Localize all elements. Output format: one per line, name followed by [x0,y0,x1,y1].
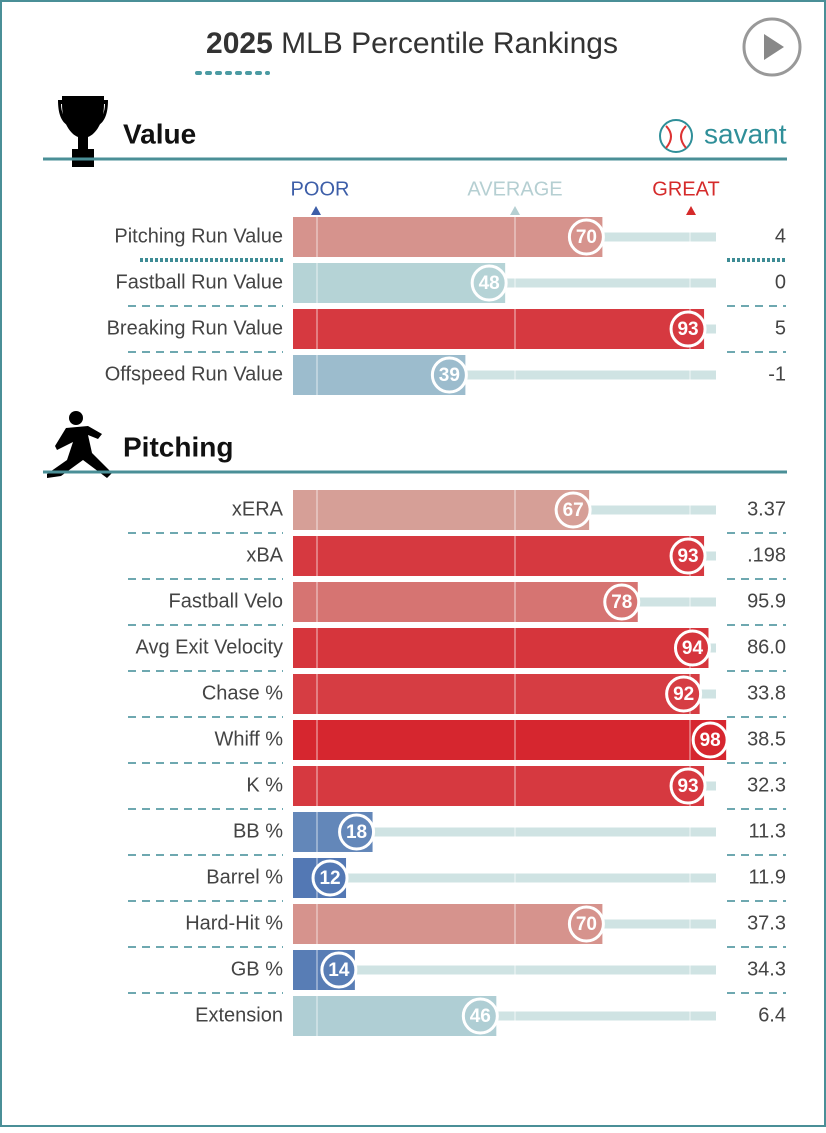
percentile-badge [673,629,711,667]
stat-value: 0 [775,271,786,293]
percentile-badge [665,675,703,713]
pitcher-body [47,426,112,478]
percentile-badge [311,859,349,897]
percentile-value: 93 [677,319,698,340]
percentile-badge [691,721,729,759]
legend-great-arrow [686,206,696,215]
savant-logo: savant [659,118,787,153]
percentile-bar [293,536,705,576]
metric-label: xBA [246,544,283,566]
metric-label: Fastball Run Value [116,271,284,293]
percentile-value: 93 [677,546,698,567]
percentile-value: 70 [576,227,597,248]
metric-label: GB % [231,958,283,980]
metric-label: Breaking Run Value [107,317,283,339]
metric-label: xERA [232,498,284,520]
percentile-badge [603,583,641,621]
percentile-badge [430,356,468,394]
stat-value: 95.9 [747,590,786,612]
section-title: Pitching [123,431,233,462]
stat-value: .198 [747,544,786,566]
percentile-badge [470,264,508,302]
metric-label: BB % [233,820,283,842]
percentile-bar [293,674,700,714]
stat-value: 37.3 [747,912,786,934]
percentile-value: 46 [470,1006,491,1027]
percentile-value: 70 [576,914,597,935]
stat-value: 11.3 [749,820,786,842]
title-year: 2025 [206,27,273,60]
percentile-value: 92 [673,684,694,705]
title-text: MLB Percentile Rankings [281,27,618,60]
stat-value: 86.0 [747,636,786,658]
metric-label: K % [246,774,283,796]
percentile-value: 12 [319,868,340,889]
legend-average: AVERAGE [467,178,562,200]
percentile-bar [293,766,705,806]
percentile-value: 94 [682,638,704,659]
percentile-value: 98 [700,730,721,751]
percentile-badge [669,537,707,575]
percentile-bar [293,904,603,944]
percentile-value: 39 [439,365,460,386]
percentile-bar [293,217,603,257]
trophy-cup [62,96,104,149]
percentile-value: 48 [479,273,500,294]
section-title: Value [123,118,196,149]
percentile-bar [293,582,638,622]
percentile-badge [554,491,592,529]
logo-seams [665,125,687,149]
page-title: 2025 MLB Percentile Rankings [206,27,618,60]
legend-poor: POOR [291,178,350,200]
stat-value: 6.4 [758,1004,786,1026]
percentile-value: 78 [611,592,632,613]
logo-ball [659,119,693,153]
legend-poor-arrow [311,206,321,215]
percentile-value: 67 [563,500,584,521]
metric-label: Avg Exit Velocity [136,636,283,658]
play-icon[interactable] [764,34,784,60]
stat-value: 32.3 [747,774,786,796]
legend-average-arrow [510,206,520,215]
percentile-value: 14 [328,960,350,981]
metric-label: Whiff % [214,728,283,750]
stat-value: 5 [775,317,786,339]
percentile-bar [293,628,709,668]
percentile-badge [567,218,605,256]
pitcher-icon [47,411,112,478]
percentile-badge [338,813,376,851]
percentile-badge [567,905,605,943]
metric-label: Chase % [202,682,283,704]
metric-label: Extension [195,1004,283,1026]
percentile-bar [293,490,590,530]
percentile-value: 93 [677,776,698,797]
stat-value: 3.37 [747,498,786,520]
stat-value: 11.9 [749,866,786,888]
stat-value: 38.5 [747,728,786,750]
legend-great: GREAT [652,178,719,200]
stat-value: 33.8 [747,682,786,704]
metric-label: Fastball Velo [168,590,283,612]
play-button[interactable] [742,17,802,77]
stat-value: 34.3 [747,958,786,980]
stat-value: -1 [768,363,786,385]
percentile-badge [669,767,707,805]
metric-label: Pitching Run Value [114,225,283,247]
logo-text: savant [704,118,787,149]
pitcher-head [69,411,83,425]
trophy-handles [58,100,108,125]
metric-label: Barrel % [206,866,283,888]
metric-label: Hard-Hit % [185,912,283,934]
percentile-badge [320,951,358,989]
percentile-bar [293,720,727,760]
percentile-bar [293,309,705,349]
percentile-badge [461,997,499,1035]
percentile-badge [669,310,707,348]
metric-label: Offspeed Run Value [105,363,283,385]
percentile-value: 18 [346,822,367,843]
percentile-bar [293,263,506,303]
stat-value: 4 [775,225,786,247]
